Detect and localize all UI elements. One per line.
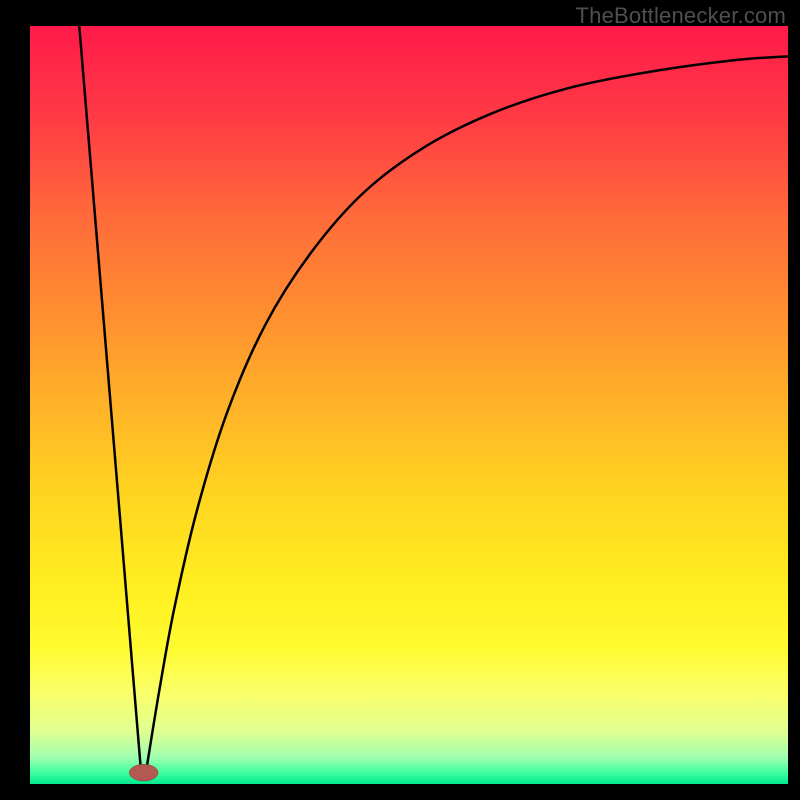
- gradient-background: [30, 26, 788, 784]
- chart-svg: [0, 0, 800, 800]
- watermark-text: TheBottlenecker.com: [576, 3, 786, 29]
- minimum-point-marker: [129, 764, 158, 781]
